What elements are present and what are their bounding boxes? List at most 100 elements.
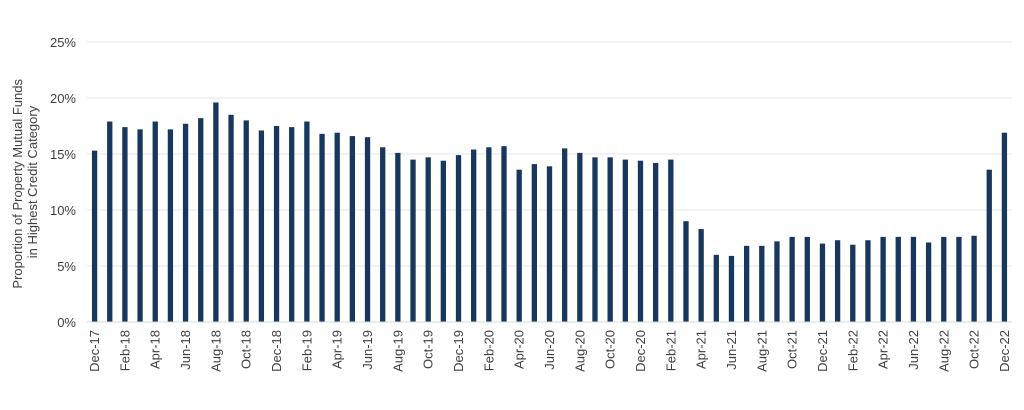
- bar-apr-21: [698, 229, 704, 322]
- x-tick-label: Jun-22: [906, 330, 921, 370]
- bar-may-22: [895, 236, 901, 322]
- bar-dec-20: [637, 160, 644, 322]
- x-tick-label: Jun-21: [724, 330, 739, 370]
- x-tick-label: Aug-19: [390, 330, 405, 372]
- bar-jun-18: [182, 123, 189, 322]
- x-tick-label: Aug-20: [572, 330, 587, 372]
- bar-sep-18: [228, 114, 234, 322]
- x-tick-label: Apr-18: [148, 330, 163, 369]
- bar-jul-21: [743, 245, 750, 322]
- bar-feb-21: [668, 159, 674, 322]
- x-tick-label: Oct-22: [967, 330, 982, 369]
- bar-mar-18: [137, 129, 143, 322]
- y-axis-title: Proportion of Property Mutual Funds in H…: [10, 75, 40, 288]
- y-tick-label: 15%: [50, 147, 76, 162]
- bar-jan-18: [107, 121, 113, 323]
- x-tick-label: Apr-22: [876, 330, 891, 369]
- bar-aug-22: [941, 236, 947, 322]
- x-tick-label: Dec-20: [633, 330, 648, 372]
- bar-apr-20: [516, 169, 522, 322]
- x-axis-ticks: Dec-17 Feb-18 Apr-18 Jun-18 Aug-18 Oct-18 Dec-…: [87, 330, 1012, 372]
- y-axis-ticks: 0% 5% 10% 15% 20% 25%: [50, 35, 76, 330]
- bar-oct-22: [971, 235, 977, 322]
- x-tick-label: Oct-21: [785, 330, 800, 369]
- bar-oct-18: [243, 120, 249, 323]
- bar-dec-19: [455, 155, 462, 322]
- x-tick-label: Jun-20: [542, 330, 557, 370]
- bar-feb-20: [486, 147, 492, 322]
- bar-feb-18: [122, 127, 128, 323]
- gridlines: [87, 41, 1012, 267]
- bar-dec-18: [273, 126, 280, 322]
- x-tick-label: Oct-19: [421, 330, 436, 369]
- bar-oct-21: [789, 236, 795, 322]
- x-tick-label: Apr-19: [330, 330, 345, 369]
- bar-sep-21: [774, 241, 780, 322]
- bar-nov-20: [622, 159, 628, 322]
- x-tick-label: Feb-22: [845, 330, 860, 371]
- x-tick-label: Dec-19: [451, 330, 466, 372]
- y-tick-label: 25%: [50, 35, 76, 50]
- bar-jul-20: [562, 148, 568, 322]
- bar-jul-22: [925, 242, 932, 322]
- bar-apr-22: [880, 236, 886, 322]
- bar-aug-21: [759, 245, 765, 322]
- bar-may-18: [167, 129, 174, 322]
- bar-jun-22: [910, 236, 917, 322]
- x-tick-label: Feb-19: [299, 330, 314, 371]
- bar-jun-19: [364, 137, 371, 322]
- bar-sep-20: [592, 157, 598, 322]
- x-tick-label: Feb-18: [117, 330, 132, 371]
- x-tick-label: Aug-22: [936, 330, 951, 372]
- y-axis-title-line2: in Highest Credit Category: [25, 105, 40, 258]
- bar-may-20: [531, 164, 537, 322]
- y-tick-label: 0%: [57, 315, 76, 330]
- bar-mar-21: [683, 221, 689, 322]
- bar-may-19: [349, 136, 356, 322]
- bar-nov-22: [986, 169, 992, 322]
- y-tick-label: 5%: [57, 259, 76, 274]
- bar-dec-22: [1001, 132, 1008, 322]
- x-tick-label: Feb-21: [663, 330, 678, 371]
- y-axis-title-line1: Proportion of Property Mutual Funds: [10, 79, 25, 289]
- bar-apr-19: [334, 132, 340, 322]
- x-tick-label: Apr-21: [694, 330, 709, 369]
- x-tick-label: Dec-18: [269, 330, 284, 372]
- bar-mar-22: [865, 240, 871, 322]
- bar-nov-18: [258, 130, 265, 322]
- bar-jul-18: [198, 118, 204, 322]
- x-tick-label: Dec-22: [997, 330, 1012, 372]
- bar-jan-22: [834, 240, 841, 322]
- bar-jan-19: [289, 127, 295, 323]
- bar-jun-20: [546, 166, 553, 322]
- bar-jun-21: [728, 255, 735, 322]
- bar-nov-21: [804, 236, 810, 322]
- bar-apr-18: [152, 121, 158, 323]
- x-tick-label: Aug-21: [754, 330, 769, 372]
- x-tick-label: Oct-18: [239, 330, 254, 369]
- bar-mar-19: [319, 133, 325, 322]
- bar-nov-19: [440, 160, 446, 322]
- bars: [91, 102, 1008, 323]
- x-tick-label: Jun-19: [360, 330, 375, 370]
- bar-oct-19: [425, 157, 431, 322]
- bar-aug-18: [213, 102, 219, 322]
- bar-aug-19: [395, 152, 401, 322]
- bar-dec-17: [91, 150, 98, 322]
- bar-sep-22: [956, 236, 962, 322]
- bar-jul-19: [380, 147, 386, 322]
- x-tick-label: Dec-21: [815, 330, 830, 372]
- y-tick-label: 10%: [50, 203, 76, 218]
- x-tick-label: Apr-20: [512, 330, 527, 369]
- bar-jan-20: [471, 149, 477, 322]
- x-tick-label: Feb-20: [481, 330, 496, 371]
- bar-may-21: [713, 254, 719, 322]
- bar-dec-21: [819, 243, 826, 322]
- y-tick-label: 20%: [50, 91, 76, 106]
- x-tick-label: Aug-18: [208, 330, 223, 372]
- bar-oct-20: [607, 157, 613, 322]
- bar-jan-21: [653, 162, 659, 322]
- x-tick-label: Dec-17: [87, 330, 102, 372]
